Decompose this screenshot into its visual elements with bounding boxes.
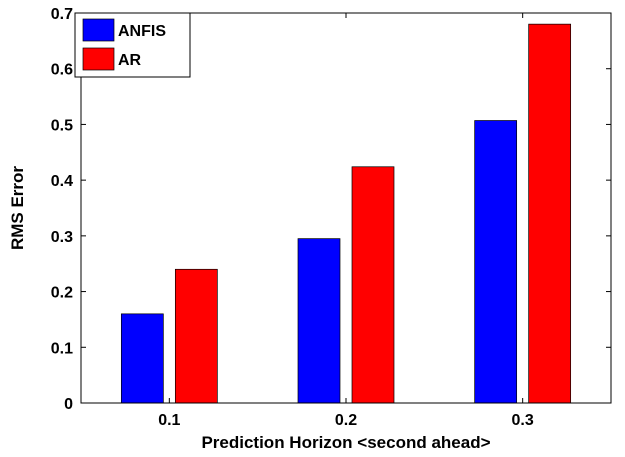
y-tick-label: 0 [64,396,73,413]
legend-label-ar: AR [118,52,142,69]
y-tick-label: 0.2 [51,285,73,302]
x-tick-label: 0.1 [158,412,180,429]
y-axis-label: RMS Error [8,166,27,250]
bar-ar-0-1 [174,268,218,404]
legend-label-anfis: ANFIS [118,23,166,40]
bar-ar-0-2 [351,166,395,404]
y-tick-label: 0.6 [51,62,73,79]
bar-ar-0-3 [528,23,572,404]
bar-anfis-0-3 [474,120,518,404]
x-tick-label: 0.2 [335,412,357,429]
y-tick-label: 0.7 [51,6,73,23]
y-tick-label: 0.4 [51,173,73,190]
legend: ANFIS AR [74,12,191,78]
bar-anfis-0-1 [120,313,164,404]
legend-swatch-ar [82,47,115,71]
x-tick-labels: 0.1 0.2 0.3 [158,412,534,429]
y-tick-labels: 0 0.1 0.2 0.3 0.4 0.5 0.6 0.7 [51,6,73,413]
bar-anfis-0-2 [297,238,341,404]
x-tick-label: 0.3 [512,412,534,429]
y-tick-label: 0.3 [51,229,73,246]
y-tick-label: 0.5 [51,117,73,134]
bars-layer [120,23,572,404]
y-tick-label: 0.1 [51,340,73,357]
x-axis-label: Prediction Horizon <second ahead> [201,433,490,452]
legend-swatch-anfis [82,18,115,42]
